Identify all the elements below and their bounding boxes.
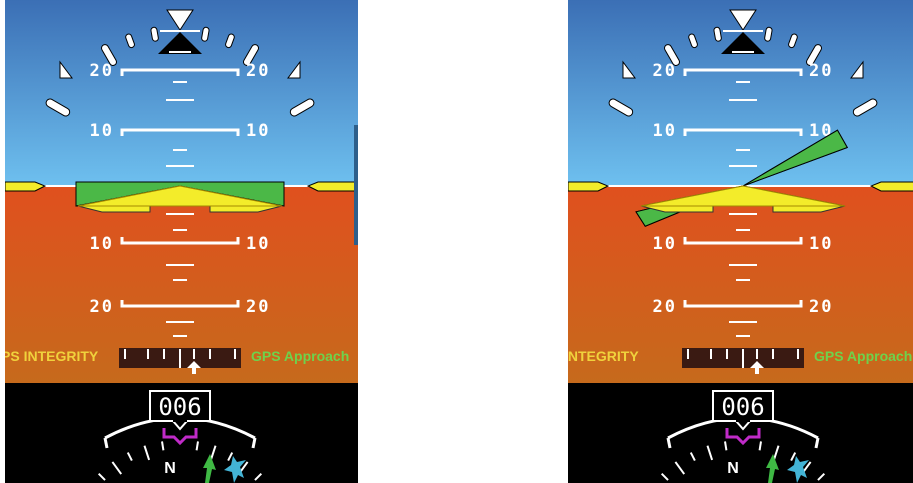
compass-tick — [161, 441, 165, 451]
right-reference-bar — [306, 181, 358, 192]
roll-45-marker-icon — [287, 60, 301, 79]
compass-tick — [706, 445, 714, 461]
pfd-panel-right: 20 20 10 10 10 10 20 20 INTEGRITY GPS Approach 006… — [568, 0, 913, 483]
pitch-label-left: 10 — [653, 121, 677, 141]
roll-45-marker-icon — [59, 60, 73, 79]
attitude-indicator: 20 20 10 10 10 10 20 20 PS INTEGRITY GPS Approach… — [5, 0, 358, 483]
course-pointer-icon — [766, 454, 779, 483]
pitch-label-left: 10 — [90, 234, 114, 254]
altitude-tape-edge — [354, 125, 358, 245]
compass-tick — [660, 472, 669, 481]
pitch-label-left: 20 — [90, 297, 114, 317]
compass-tick — [790, 452, 797, 462]
compass-tick — [97, 472, 106, 481]
roll-index-icon — [721, 32, 765, 54]
gps-approach-annunciation: GPS Approach — [251, 348, 349, 364]
gps-integrity-annunciation: PS INTEGRITY — [5, 348, 99, 364]
left-reference-bar — [568, 181, 610, 192]
pitch-label-right: 10 — [809, 234, 833, 254]
pitch-label-left: 20 — [90, 61, 114, 81]
pitch-label-left: 20 — [653, 297, 677, 317]
compass-tick — [254, 472, 263, 481]
compass-tick — [758, 441, 762, 451]
gps-approach-annunciation: GPS Approach — [814, 348, 912, 364]
plane-icon — [224, 456, 246, 483]
compass-tick — [689, 452, 696, 462]
pitch-bar — [683, 128, 803, 136]
pitch-label-right: 10 — [809, 121, 833, 141]
right-reference-bar — [869, 181, 913, 192]
pitch-ladder: 20 20 10 10 10 10 20 20 — [653, 51, 833, 337]
heading-readout: 006 — [158, 393, 201, 421]
compass-north-label: N — [164, 460, 176, 477]
compass-tick — [209, 445, 217, 461]
compass-north-label: N — [727, 460, 739, 477]
pitch-label-right: 20 — [246, 61, 270, 81]
roll-pointer-icon — [729, 9, 757, 31]
roll-45-marker-icon — [622, 60, 636, 79]
arrow-up-icon — [187, 361, 201, 374]
pitch-label-right: 20 — [809, 61, 833, 81]
pfd-panel-left: 20 20 10 10 10 10 20 20 PS INTEGRITY GPS Approach… — [5, 0, 358, 483]
sky-area — [568, 0, 913, 186]
compass-tick — [126, 452, 133, 462]
pitch-label-right: 10 — [246, 234, 270, 254]
pitch-bar — [683, 68, 803, 76]
heading-bug-icon — [162, 428, 198, 446]
compass-tick — [674, 461, 686, 475]
heading-readout-box — [149, 390, 211, 422]
roll-index-icon — [158, 32, 202, 54]
arrow-up-icon — [750, 361, 764, 374]
pitch-bar — [120, 128, 240, 136]
compass-tick — [143, 445, 151, 461]
pitch-label-right: 20 — [809, 297, 833, 317]
pitch-bar — [120, 68, 240, 76]
pitch-label-left: 20 — [653, 61, 677, 81]
compass-tick — [772, 445, 780, 461]
compass-tick — [111, 461, 123, 475]
pitch-label-left: 10 — [90, 121, 114, 141]
roll-pointer-icon — [166, 9, 194, 31]
gps-integrity-annunciation: INTEGRITY — [568, 348, 639, 364]
pitch-bar — [120, 237, 240, 245]
compass-tick — [195, 441, 199, 451]
compass-tick — [817, 472, 826, 481]
pitch-label-right: 20 — [246, 297, 270, 317]
left-reference-bar — [5, 181, 47, 192]
heading-bug-icon — [725, 428, 761, 446]
heading-readout: 006 — [721, 393, 764, 421]
pitch-label-left: 10 — [653, 234, 677, 254]
attitude-indicator: 20 20 10 10 10 10 20 20 INTEGRITY GPS Approach 006… — [568, 0, 913, 483]
pitch-bar — [120, 300, 240, 308]
pitch-label-right: 10 — [246, 121, 270, 141]
pitch-ladder: 20 20 10 10 10 10 20 20 — [90, 51, 270, 337]
compass-tick — [724, 441, 728, 451]
course-pointer-icon — [203, 454, 216, 483]
compass-tick — [227, 452, 234, 462]
plane-icon — [787, 456, 809, 483]
pitch-bar — [683, 237, 803, 245]
roll-45-marker-icon — [850, 60, 864, 79]
pitch-bar — [683, 300, 803, 308]
